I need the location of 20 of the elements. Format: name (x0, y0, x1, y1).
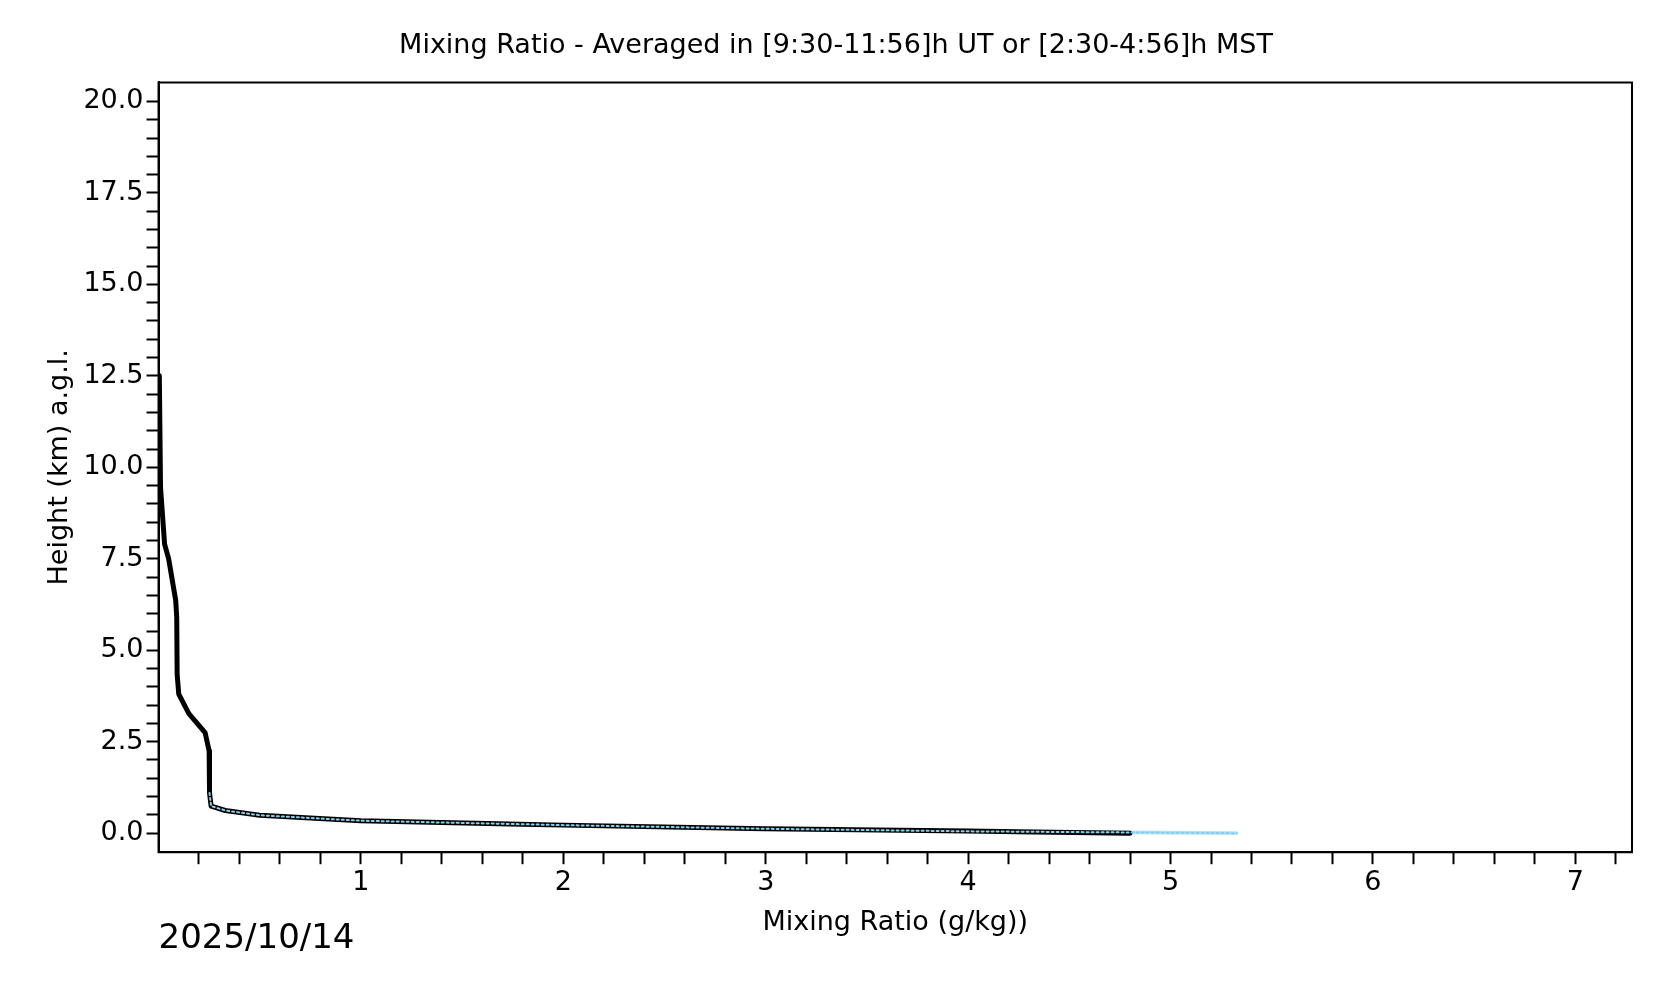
text: 2025/10/14 (158, 916, 355, 957)
y-tick-label: 10.0 (83, 449, 144, 481)
x-tick-label: 7 (1566, 865, 1584, 897)
y-tick-label: 12.5 (83, 357, 144, 389)
x-tick-label: 4 (959, 865, 977, 897)
y-tick-label: 15.0 (83, 266, 144, 298)
x-tick-label: 5 (1161, 865, 1180, 897)
y-tick-label: 2.5 (100, 723, 144, 755)
x-tick-label: 1 (352, 865, 370, 897)
x-tick-label: 6 (1364, 865, 1382, 897)
y-tick-label: 20.0 (83, 83, 144, 115)
y-tick-label: 17.5 (83, 174, 144, 206)
y-tick-label: 7.5 (100, 540, 144, 572)
x-tick-label: 3 (757, 865, 775, 897)
y-tick-label: 5.0 (100, 632, 144, 664)
x-axis-title: Mixing Ratio (g/kg)) (762, 904, 1029, 936)
y-axis-title: Height (km) a.g.l. (42, 349, 74, 586)
x-tick-label: 2 (554, 865, 572, 897)
chart-title: Mixing Ratio - Averaged in [9:30-11:56]h UT or [2:30-4:56]h MST (399, 28, 1274, 60)
y-tick-label: 0.0 (100, 815, 144, 847)
